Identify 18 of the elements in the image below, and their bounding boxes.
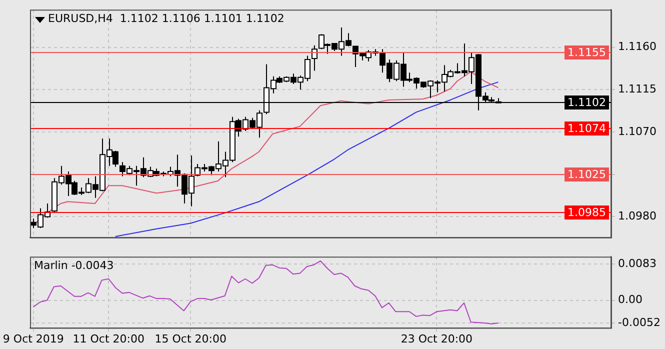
ref-line-label: 1.1155 bbox=[568, 46, 606, 59]
y-tick-label: 1.0980 bbox=[618, 210, 656, 223]
y-tick-label: 0.0083 bbox=[618, 256, 656, 270]
y-tick-label: 1.1160 bbox=[618, 40, 656, 54]
y-tick-label: 0.00 bbox=[618, 293, 642, 306]
ref-line-label: 1.1102 bbox=[568, 96, 606, 109]
x-tick-label: 15 Oct 20:00 bbox=[154, 332, 226, 346]
y-tick-label: 1.1070 bbox=[618, 124, 656, 138]
chart-title: Marlin -0.0043 bbox=[34, 258, 114, 272]
y-tick-label: 1.1115 bbox=[618, 82, 656, 96]
x-tick-label: 11 Oct 20:00 bbox=[72, 332, 144, 346]
ref-line-label: 1.0985 bbox=[568, 206, 606, 219]
y-tick-label: -0.0052 bbox=[618, 316, 660, 329]
chart-title: EURUSD,H4 1.1102 1.1106 1.1101 1.1102 bbox=[48, 12, 284, 25]
ref-line-label: 1.1025 bbox=[568, 168, 606, 181]
ref-line-label: 1.1074 bbox=[568, 122, 606, 135]
x-tick-label: 9 Oct 2019 bbox=[2, 332, 64, 346]
x-tick-label: 23 Oct 20:00 bbox=[400, 332, 473, 346]
